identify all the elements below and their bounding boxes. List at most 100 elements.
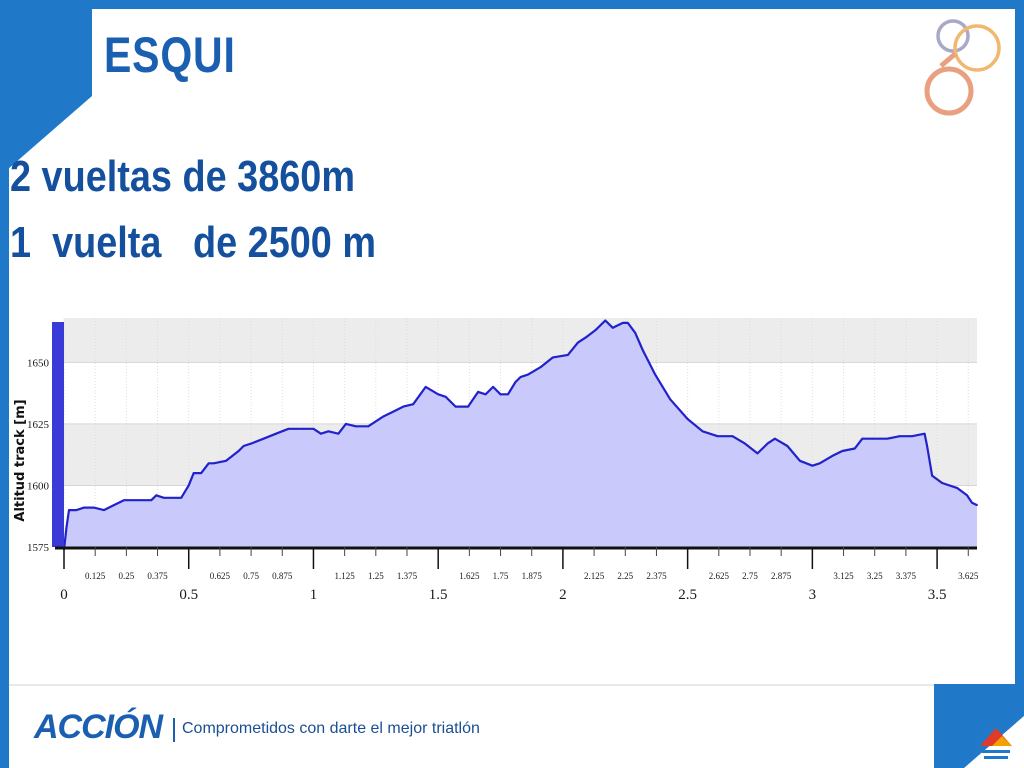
elevation-point-83 [871, 437, 874, 440]
elevation-point-54 [552, 356, 554, 359]
elevation-point-46 [484, 393, 487, 396]
elevation-point-20 [225, 459, 228, 462]
elevation-point-21 [237, 450, 240, 452]
elevation-point-12 [155, 494, 158, 497]
elevation-point-23 [250, 442, 252, 445]
elevation-point-17 [200, 472, 203, 475]
elevation-point-74 [774, 437, 776, 440]
elevation-point-58 [594, 329, 597, 332]
elevation-point-40 [424, 386, 427, 388]
elevation-point-10 [137, 499, 140, 502]
x-minor-label-0: 0.125 [85, 571, 106, 581]
elevation-point-89 [931, 474, 933, 477]
elevation-point-29 [312, 427, 315, 430]
elevation-point-42 [444, 395, 447, 398]
elevation-point-86 [911, 435, 914, 438]
elevation-point-43 [454, 405, 457, 408]
elevation-area [64, 320, 977, 550]
elevation-point-51 [519, 376, 522, 378]
elevation-point-7 [112, 504, 115, 507]
x-minor-label-6: 1.125 [335, 571, 356, 581]
elevation-point-64 [641, 349, 644, 351]
slide-title: ESQUI [104, 27, 236, 83]
elevation-point-9 [127, 499, 130, 502]
x-minor-label-10: 1.75 [493, 571, 509, 581]
elevation-point-13 [162, 496, 165, 499]
chart-labels: 1575 1600 1625 1650 0.125 0.25 0.375 0.625 0.75 0… [13, 357, 979, 603]
elevation-point-93 [971, 501, 973, 504]
elevation-point-87 [923, 432, 926, 435]
elevation-profile-chart: 1575 1600 1625 1650 0.125 0.25 0.375 0.625 0.75 0… [13, 318, 979, 603]
elevation-point-49 [507, 393, 509, 396]
elevation-point-31 [327, 430, 330, 433]
elevation-point-36 [382, 415, 385, 418]
elevation-point-88 [926, 445, 929, 447]
elevation-point-11 [150, 499, 153, 502]
elevation-point-72 [756, 452, 759, 455]
y-tick-label-0: 1575 [27, 542, 50, 554]
elevation-point-15 [187, 484, 190, 487]
elevation-point-70 [731, 435, 734, 438]
chart-area-layer [62, 319, 978, 551]
elevation-point-84 [886, 437, 889, 440]
x-minor-label-5: 0.875 [272, 571, 293, 581]
x-major-label-7: 3.5 [928, 587, 947, 603]
elevation-point-81 [853, 447, 856, 450]
elevation-point-1 [65, 526, 68, 529]
elevation-point-80 [841, 450, 844, 452]
elevation-point-25 [275, 432, 277, 435]
elevation-point-24 [262, 437, 265, 440]
grid-band-0 [64, 318, 977, 363]
x-minor-label-15: 2.625 [709, 571, 730, 581]
lap-line-2: 1 vuelta de 2500 m [10, 218, 376, 267]
elevation-point-71 [744, 442, 746, 445]
elevation-point-47 [492, 386, 494, 388]
elevation-point-62 [626, 322, 629, 324]
elevation-point-22 [242, 445, 245, 447]
x-major-label-5: 2.5 [678, 587, 697, 603]
elevation-point-34 [354, 425, 357, 428]
elevation-point-52 [527, 373, 529, 376]
elevation-point-57 [584, 336, 587, 339]
elevation-point-32 [337, 432, 340, 435]
footer-tagline: Comprometidos con darte el mejor triatló… [182, 720, 480, 737]
elevation-point-56 [576, 341, 579, 344]
x-minor-label-12: 2.125 [584, 571, 605, 581]
elevation-point-16 [192, 472, 195, 475]
elevation-point-92 [966, 494, 968, 497]
elevation-point-69 [716, 435, 719, 438]
accion-logo: ACCIÓN [34, 708, 163, 746]
elevation-point-59 [604, 319, 607, 322]
elevation-point-85 [898, 435, 901, 438]
elevation-point-73 [766, 442, 769, 445]
elevation-point-77 [811, 464, 814, 467]
elevation-point-79 [831, 454, 834, 457]
x-minor-label-13: 2.25 [617, 571, 633, 581]
elevation-point-41 [437, 393, 440, 396]
x-minor-label-16: 2.75 [742, 571, 758, 581]
elevation-point-44 [467, 405, 470, 408]
x-minor-label-2: 0.375 [147, 571, 168, 581]
elevation-point-2 [68, 509, 70, 511]
elevation-point-5 [93, 506, 95, 509]
x-minor-label-8: 1.375 [397, 571, 418, 581]
x-minor-label-18: 3.125 [833, 571, 854, 581]
x-minor-label-3: 0.625 [210, 571, 231, 581]
elevation-point-18 [207, 462, 210, 465]
elevation-point-67 [686, 418, 689, 420]
elevation-point-35 [367, 425, 370, 428]
elevation-point-6 [103, 509, 105, 511]
elevation-point-45 [477, 390, 479, 393]
elevation-point-66 [669, 398, 672, 401]
y-tick-label-1: 1600 [27, 480, 50, 492]
x-minor-label-17: 2.875 [771, 571, 792, 581]
elevation-point-48 [499, 393, 502, 396]
frame-bottom-band [9, 684, 934, 686]
elevation-point-8 [122, 499, 125, 502]
x-minor-label-7: 1.25 [368, 571, 384, 581]
elevation-point-82 [861, 437, 864, 440]
triathlon-rings-icon [924, 19, 1001, 116]
elevation-point-78 [818, 462, 821, 465]
elevation-point-65 [654, 373, 657, 376]
